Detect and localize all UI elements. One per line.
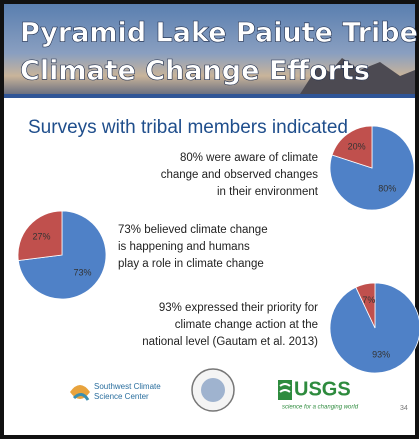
logo-shape xyxy=(72,393,90,401)
pie-slice xyxy=(329,282,419,374)
tribe-seal xyxy=(191,368,235,412)
seal-center xyxy=(201,378,225,402)
pie-slice xyxy=(17,210,63,261)
slice-label: 73% xyxy=(73,267,91,277)
slice-label: 80% xyxy=(378,183,396,193)
logo-shape xyxy=(279,383,291,393)
header-rule xyxy=(4,94,415,98)
subtitle: Surveys with tribal members indicated xyxy=(28,117,348,138)
logo-text: Southwest Climate xyxy=(94,382,161,391)
usgs-tagline: science for a changing world xyxy=(282,405,359,411)
statement-line: is happening and humans xyxy=(118,241,250,253)
logo-text: Science Center xyxy=(94,392,149,401)
statement-line: change and observed changes xyxy=(161,169,319,181)
title-line: Climate Change Efforts xyxy=(20,56,370,87)
statement-line: play a role in climate change xyxy=(118,258,264,270)
usgs-text: USGS xyxy=(294,378,351,400)
statement-line: national level (Gautam et al. 2013) xyxy=(142,336,318,348)
title-line: Pyramid Lake Paiute Tribe xyxy=(20,18,418,49)
usgs-logo: USGS science for a changing world xyxy=(278,378,359,411)
statement-line: climate change action at the xyxy=(175,319,318,331)
statement-line: 80% were aware of climate xyxy=(180,152,318,164)
slice-label: 20% xyxy=(348,141,366,151)
tufa-rocks xyxy=(300,58,415,94)
pie-slice xyxy=(331,125,373,169)
slice-label: 27% xyxy=(33,231,51,241)
statement-line: 73% believed climate change xyxy=(118,224,268,236)
page-number: 34 xyxy=(400,405,408,412)
slice-label: 93% xyxy=(372,350,390,360)
statement-line: 93% expressed their priority for xyxy=(159,302,318,314)
statement-line: in their environment xyxy=(217,186,319,198)
slice-label: 7% xyxy=(362,295,375,305)
scsc-logo: Southwest Climate Science Center xyxy=(70,382,161,401)
pie-slice xyxy=(355,282,376,329)
